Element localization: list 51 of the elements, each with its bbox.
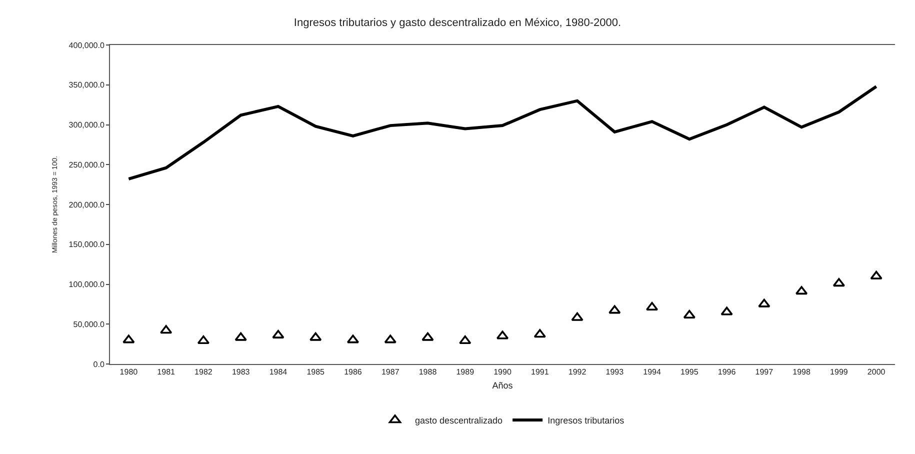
- point: [422, 332, 434, 341]
- x-tick-label: 1991: [530, 368, 550, 377]
- point: [608, 305, 621, 314]
- x-tick-label: 1990: [494, 368, 512, 377]
- point: [758, 298, 770, 308]
- point: [571, 312, 584, 321]
- x-tick-label: 1981: [157, 368, 176, 377]
- y-tick-label: 50,000.0: [73, 320, 105, 329]
- x-tick-label: 1986: [344, 368, 362, 377]
- point: [272, 330, 284, 338]
- y-tick-label: 0.0: [93, 360, 105, 369]
- x-tick-label: 1997: [755, 368, 774, 377]
- x-tick-label: 1988: [418, 368, 438, 377]
- point: [459, 335, 472, 344]
- point: [534, 329, 546, 338]
- x-tick-label: 1989: [456, 368, 475, 377]
- y-tick-label: 400,000.0: [68, 40, 105, 50]
- x-axis-title: Años: [492, 380, 514, 390]
- x-tick-label: 1994: [643, 368, 662, 377]
- chart-title: Ingresos tributarios y gasto descentralizado en México, 1980-2000.: [294, 16, 622, 29]
- point: [122, 334, 135, 344]
- legend-label: gasto descentralizado: [415, 415, 503, 426]
- point: [310, 332, 322, 341]
- point: [870, 270, 882, 280]
- x-tick-label: 1980: [120, 368, 138, 377]
- legend-label: Ingresos tributarios: [548, 415, 625, 426]
- x-tick-label: 1983: [232, 368, 250, 377]
- x-tick-label: 1982: [194, 368, 213, 377]
- y-tick-label: 250,000.0: [68, 160, 105, 170]
- y-tick-label: 350,000.0: [68, 80, 105, 90]
- x-tick-label: 1992: [568, 368, 587, 377]
- point: [384, 334, 396, 344]
- y-tick-label: 300,000.0: [68, 120, 105, 130]
- x-tick-label: 1995: [680, 368, 699, 377]
- x-tick-label: 1984: [269, 368, 288, 377]
- x-tick-label: 1987: [381, 368, 400, 377]
- point: [197, 335, 210, 344]
- point: [683, 310, 696, 318]
- x-tick-label: 1999: [830, 368, 848, 377]
- x-tick-label: 1993: [606, 368, 624, 377]
- x-tick-label: 1998: [792, 368, 811, 377]
- x-tick-label: 2000: [867, 368, 886, 377]
- point: [720, 306, 733, 316]
- point: [646, 302, 658, 311]
- y-tick-label: 100,000.0: [68, 280, 105, 290]
- point: [234, 332, 247, 341]
- y-tick-label: 150,000.0: [68, 240, 105, 250]
- x-tick-label: 1996: [718, 368, 736, 377]
- y-tick-label: 200,000.0: [68, 200, 105, 210]
- x-tick-label: 1985: [306, 368, 326, 377]
- line-series: [127, 84, 878, 180]
